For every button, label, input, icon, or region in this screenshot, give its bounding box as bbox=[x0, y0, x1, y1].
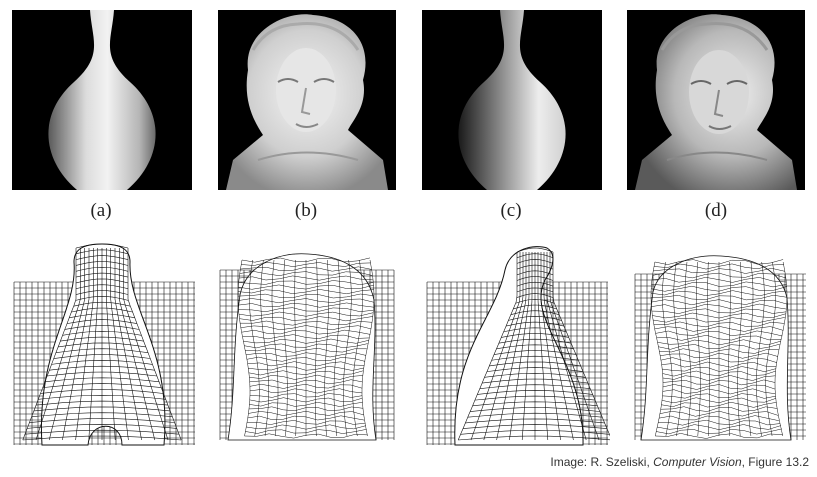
panel-b-bust-shading bbox=[218, 10, 396, 190]
contour-line bbox=[283, 259, 288, 437]
panel-c-vase-shading bbox=[422, 10, 602, 190]
contour-line bbox=[765, 261, 776, 437]
credit-title: Computer Vision bbox=[653, 455, 742, 469]
contour-line bbox=[119, 248, 156, 441]
contour-line bbox=[114, 248, 142, 441]
contour-line bbox=[123, 248, 169, 441]
contour-line bbox=[48, 248, 85, 441]
contour-line bbox=[540, 252, 561, 441]
contour-line bbox=[361, 259, 375, 437]
contour-line bbox=[549, 252, 600, 441]
caption-d: (d) bbox=[704, 200, 728, 221]
contour-line bbox=[707, 261, 710, 437]
contour-line bbox=[88, 248, 98, 441]
contour-line bbox=[237, 259, 251, 437]
contour-line bbox=[352, 259, 363, 437]
contour-line bbox=[110, 248, 129, 441]
contour-line bbox=[483, 252, 524, 441]
contour-line bbox=[543, 252, 574, 441]
mesh-d-bust-wireframe bbox=[634, 255, 806, 441]
mesh-b-bust-wireframe bbox=[219, 253, 395, 441]
contour-line bbox=[756, 261, 765, 437]
contour-line bbox=[315, 259, 318, 437]
caption-b: (b) bbox=[294, 200, 318, 221]
image-credit: Image: R. Szeliski, Computer Vision, Fig… bbox=[550, 455, 809, 469]
contour-line bbox=[271, 259, 279, 437]
contour-line bbox=[35, 248, 81, 441]
contour-line bbox=[457, 252, 518, 441]
contour-line bbox=[728, 261, 731, 437]
panel-d-bust-shading bbox=[627, 10, 805, 190]
contour-line bbox=[75, 243, 129, 249]
contour-line bbox=[496, 252, 527, 441]
contour-line bbox=[127, 248, 182, 441]
contour-line bbox=[673, 261, 682, 437]
contour-line bbox=[552, 252, 610, 437]
contour-line bbox=[650, 261, 664, 437]
contour-line bbox=[696, 261, 701, 437]
contour-line bbox=[537, 252, 549, 441]
contour-line bbox=[249, 259, 260, 437]
contour-line bbox=[22, 248, 77, 441]
contour-line bbox=[516, 247, 554, 253]
contour-line bbox=[746, 261, 754, 437]
contour-line bbox=[106, 248, 116, 441]
contour-line bbox=[470, 252, 521, 441]
contour-line bbox=[75, 248, 94, 441]
contour-line bbox=[737, 261, 742, 437]
contour-line bbox=[774, 261, 788, 437]
contour-line bbox=[343, 259, 352, 437]
contour-line bbox=[294, 259, 297, 437]
contour-line bbox=[662, 261, 673, 437]
contour-line bbox=[509, 252, 530, 441]
contour-line bbox=[62, 248, 90, 441]
mesh-a-vase-wireframe bbox=[13, 243, 195, 446]
contour-line bbox=[260, 259, 269, 437]
contour-line bbox=[324, 259, 329, 437]
contour-line bbox=[521, 252, 533, 441]
panel-a-vase-shading bbox=[12, 10, 192, 190]
credit-prefix: Image: R. Szeliski, bbox=[550, 455, 654, 469]
contour-line bbox=[333, 259, 341, 437]
mesh-c-vase-wireframe bbox=[426, 246, 610, 446]
caption-a: (a) bbox=[90, 200, 112, 221]
contour-line bbox=[546, 252, 587, 441]
credit-suffix: , Figure 13.2 bbox=[741, 455, 809, 469]
contour-line bbox=[684, 261, 692, 437]
caption-c: (c) bbox=[500, 200, 522, 221]
